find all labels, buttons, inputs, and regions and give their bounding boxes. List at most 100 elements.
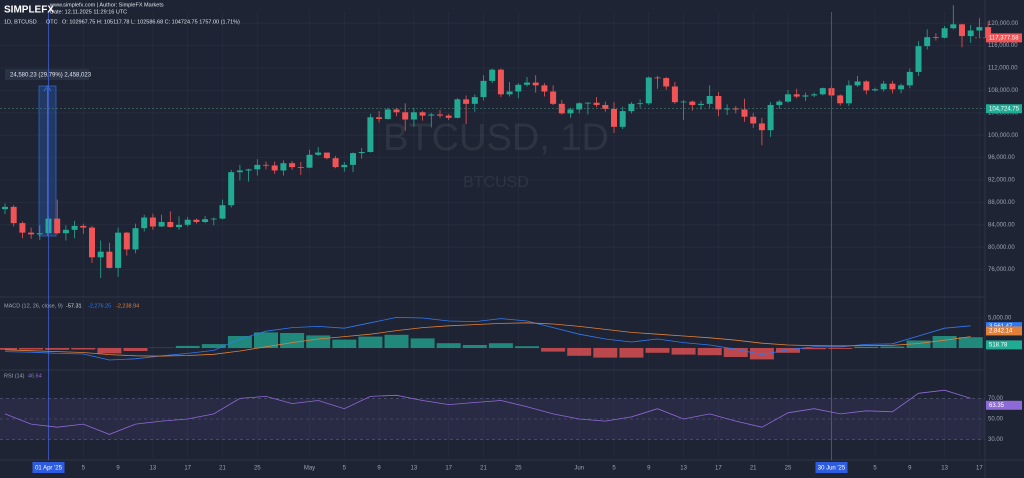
x-tick-label: 5: [343, 466, 347, 472]
macd-histogram-bar: [488, 343, 513, 348]
candle-body: [141, 217, 148, 229]
x-tick-label: 13: [411, 466, 418, 472]
candle-body: [228, 172, 235, 206]
candle-body: [219, 205, 226, 219]
macd-histogram-bar: [723, 348, 748, 357]
header-site: www.simplefx.com | Author: SimpleFX Mark…: [49, 2, 164, 8]
candle-body: [54, 218, 61, 234]
candle-body: [497, 69, 504, 95]
y-tick-label: 5,000.00: [988, 316, 1012, 322]
x-tick-label: 17: [976, 466, 983, 472]
candle-body: [106, 251, 113, 268]
candle-body: [741, 109, 748, 117]
crosshair-date-label: 01 Apr '25: [35, 466, 62, 472]
candle-body: [184, 219, 191, 225]
candle-body: [637, 103, 644, 105]
candle-body: [976, 27, 983, 31]
x-tick-label: 25: [785, 466, 792, 472]
candle-body: [306, 154, 313, 168]
macd-histogram-bar: [958, 337, 983, 348]
x-tick-label: 17: [445, 466, 452, 472]
plot: 76,000.00 80,000.00 84,000.00 88,000.00 92,0…: [0, 5, 1022, 473]
x-tick-label: 21: [480, 466, 487, 472]
y-tick-label: 70.00: [988, 396, 1004, 402]
price-tag-label: 518.78: [989, 342, 1008, 348]
macd-line: [4, 316, 971, 361]
legend-market: OTC: [46, 19, 58, 25]
measure-label: 24,580.23 (29.79%) 2,458,023: [10, 73, 92, 79]
candle-body: [176, 224, 182, 228]
legend-symbol: 1D, BTCUSD: [4, 19, 37, 25]
candle-body: [967, 30, 974, 37]
macd-histogram-bar: [97, 348, 122, 354]
candle-body: [437, 114, 443, 116]
macd-histogram-bar: [306, 335, 331, 348]
y-tick-label: 92,000.00: [988, 178, 1015, 184]
y-tick-label: 50.00: [988, 417, 1004, 423]
watermark-sub: BTCUSD: [463, 174, 529, 191]
candle-body: [123, 232, 130, 250]
macd-histogram-bar: [384, 334, 409, 348]
candle-body: [376, 117, 383, 119]
candle-body: [802, 95, 809, 97]
x-tick-label: 13: [150, 466, 157, 472]
candle-body: [758, 123, 765, 131]
macd-histogram-bar: [462, 345, 487, 348]
y-tick-label: 108,000.00: [988, 88, 1019, 94]
candle-body: [750, 116, 757, 124]
candle-body: [384, 109, 391, 119]
candle-body: [898, 85, 905, 90]
candle-body: [167, 222, 174, 228]
candle-body: [845, 85, 852, 104]
macd-histogram-bar: [854, 346, 879, 348]
candle-body: [576, 103, 583, 110]
candle-body: [915, 46, 922, 72]
candle-body: [854, 81, 861, 86]
candle-body: [671, 86, 678, 103]
price-tag: [986, 326, 1022, 336]
candle-body: [2, 206, 8, 210]
candle-body: [906, 71, 913, 86]
macd-histogram-bar: [593, 348, 618, 358]
macd-title: MACD (12, 26, close, 9): [4, 303, 63, 309]
candle-body: [654, 77, 661, 79]
candle-body: [706, 96, 713, 104]
macd-histogram-bar: [254, 332, 278, 348]
candle-body: [480, 80, 487, 98]
candle-body: [593, 102, 600, 105]
macd-histogram-bar: [906, 340, 931, 348]
macd-legend-value: -2,238.94: [116, 303, 139, 309]
candle-body: [872, 89, 878, 91]
candle-body: [149, 217, 156, 227]
candle-body: [541, 85, 548, 92]
macd-histogram-bar: [358, 336, 383, 348]
macd-histogram-bar: [175, 345, 200, 348]
macd-histogram-bar: [123, 348, 148, 351]
macd-histogram-bar: [332, 339, 357, 348]
macd-histogram-bar: [776, 348, 800, 353]
candle-body: [280, 163, 287, 171]
logo-bg: [2, 2, 46, 16]
y-tick-label: 30.00: [988, 437, 1004, 443]
price-tag-label: 2,842.14: [989, 329, 1013, 335]
candle-body: [463, 99, 470, 104]
x-tick-label: 25: [515, 466, 522, 472]
candle-body: [332, 158, 339, 168]
rsi-title: RSI (14): [4, 373, 25, 379]
candle-body: [767, 104, 774, 131]
x-tick-label: 9: [647, 466, 651, 472]
logo: SIMPLEFX: [4, 5, 54, 16]
x-tick-label: Jun: [574, 466, 584, 472]
y-tick-label: 120,000.00: [988, 21, 1019, 27]
candle-body: [880, 83, 887, 90]
macd-histogram-bar: [71, 348, 96, 350]
measure-box: [5, 69, 89, 80]
candle-body: [271, 165, 278, 171]
candle-body: [428, 114, 435, 116]
y-tick-label: 80,000.00: [988, 245, 1015, 251]
x-tick-label: 9: [377, 466, 381, 472]
candle-body: [10, 206, 17, 224]
candle-body: [680, 101, 687, 103]
candle-body: [236, 170, 243, 173]
price-tag: [986, 400, 1022, 410]
